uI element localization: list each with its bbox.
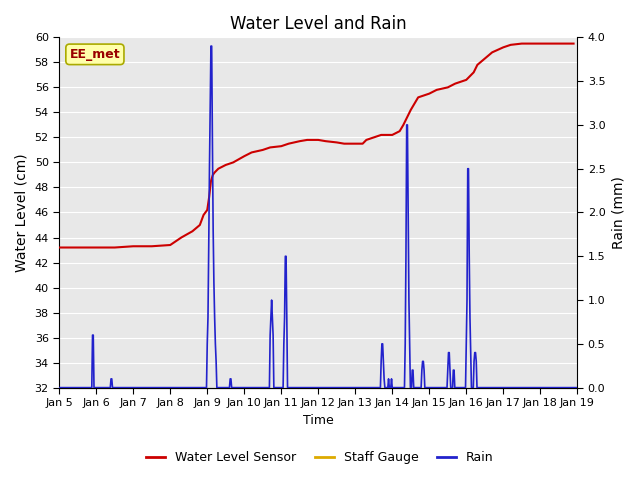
Legend: Water Level Sensor, Staff Gauge, Rain: Water Level Sensor, Staff Gauge, Rain bbox=[141, 446, 499, 469]
Y-axis label: Water Level (cm): Water Level (cm) bbox=[15, 153, 29, 272]
Y-axis label: Rain (mm): Rain (mm) bbox=[611, 176, 625, 249]
Title: Water Level and Rain: Water Level and Rain bbox=[230, 15, 406, 33]
X-axis label: Time: Time bbox=[303, 414, 333, 427]
Text: EE_met: EE_met bbox=[70, 48, 120, 61]
